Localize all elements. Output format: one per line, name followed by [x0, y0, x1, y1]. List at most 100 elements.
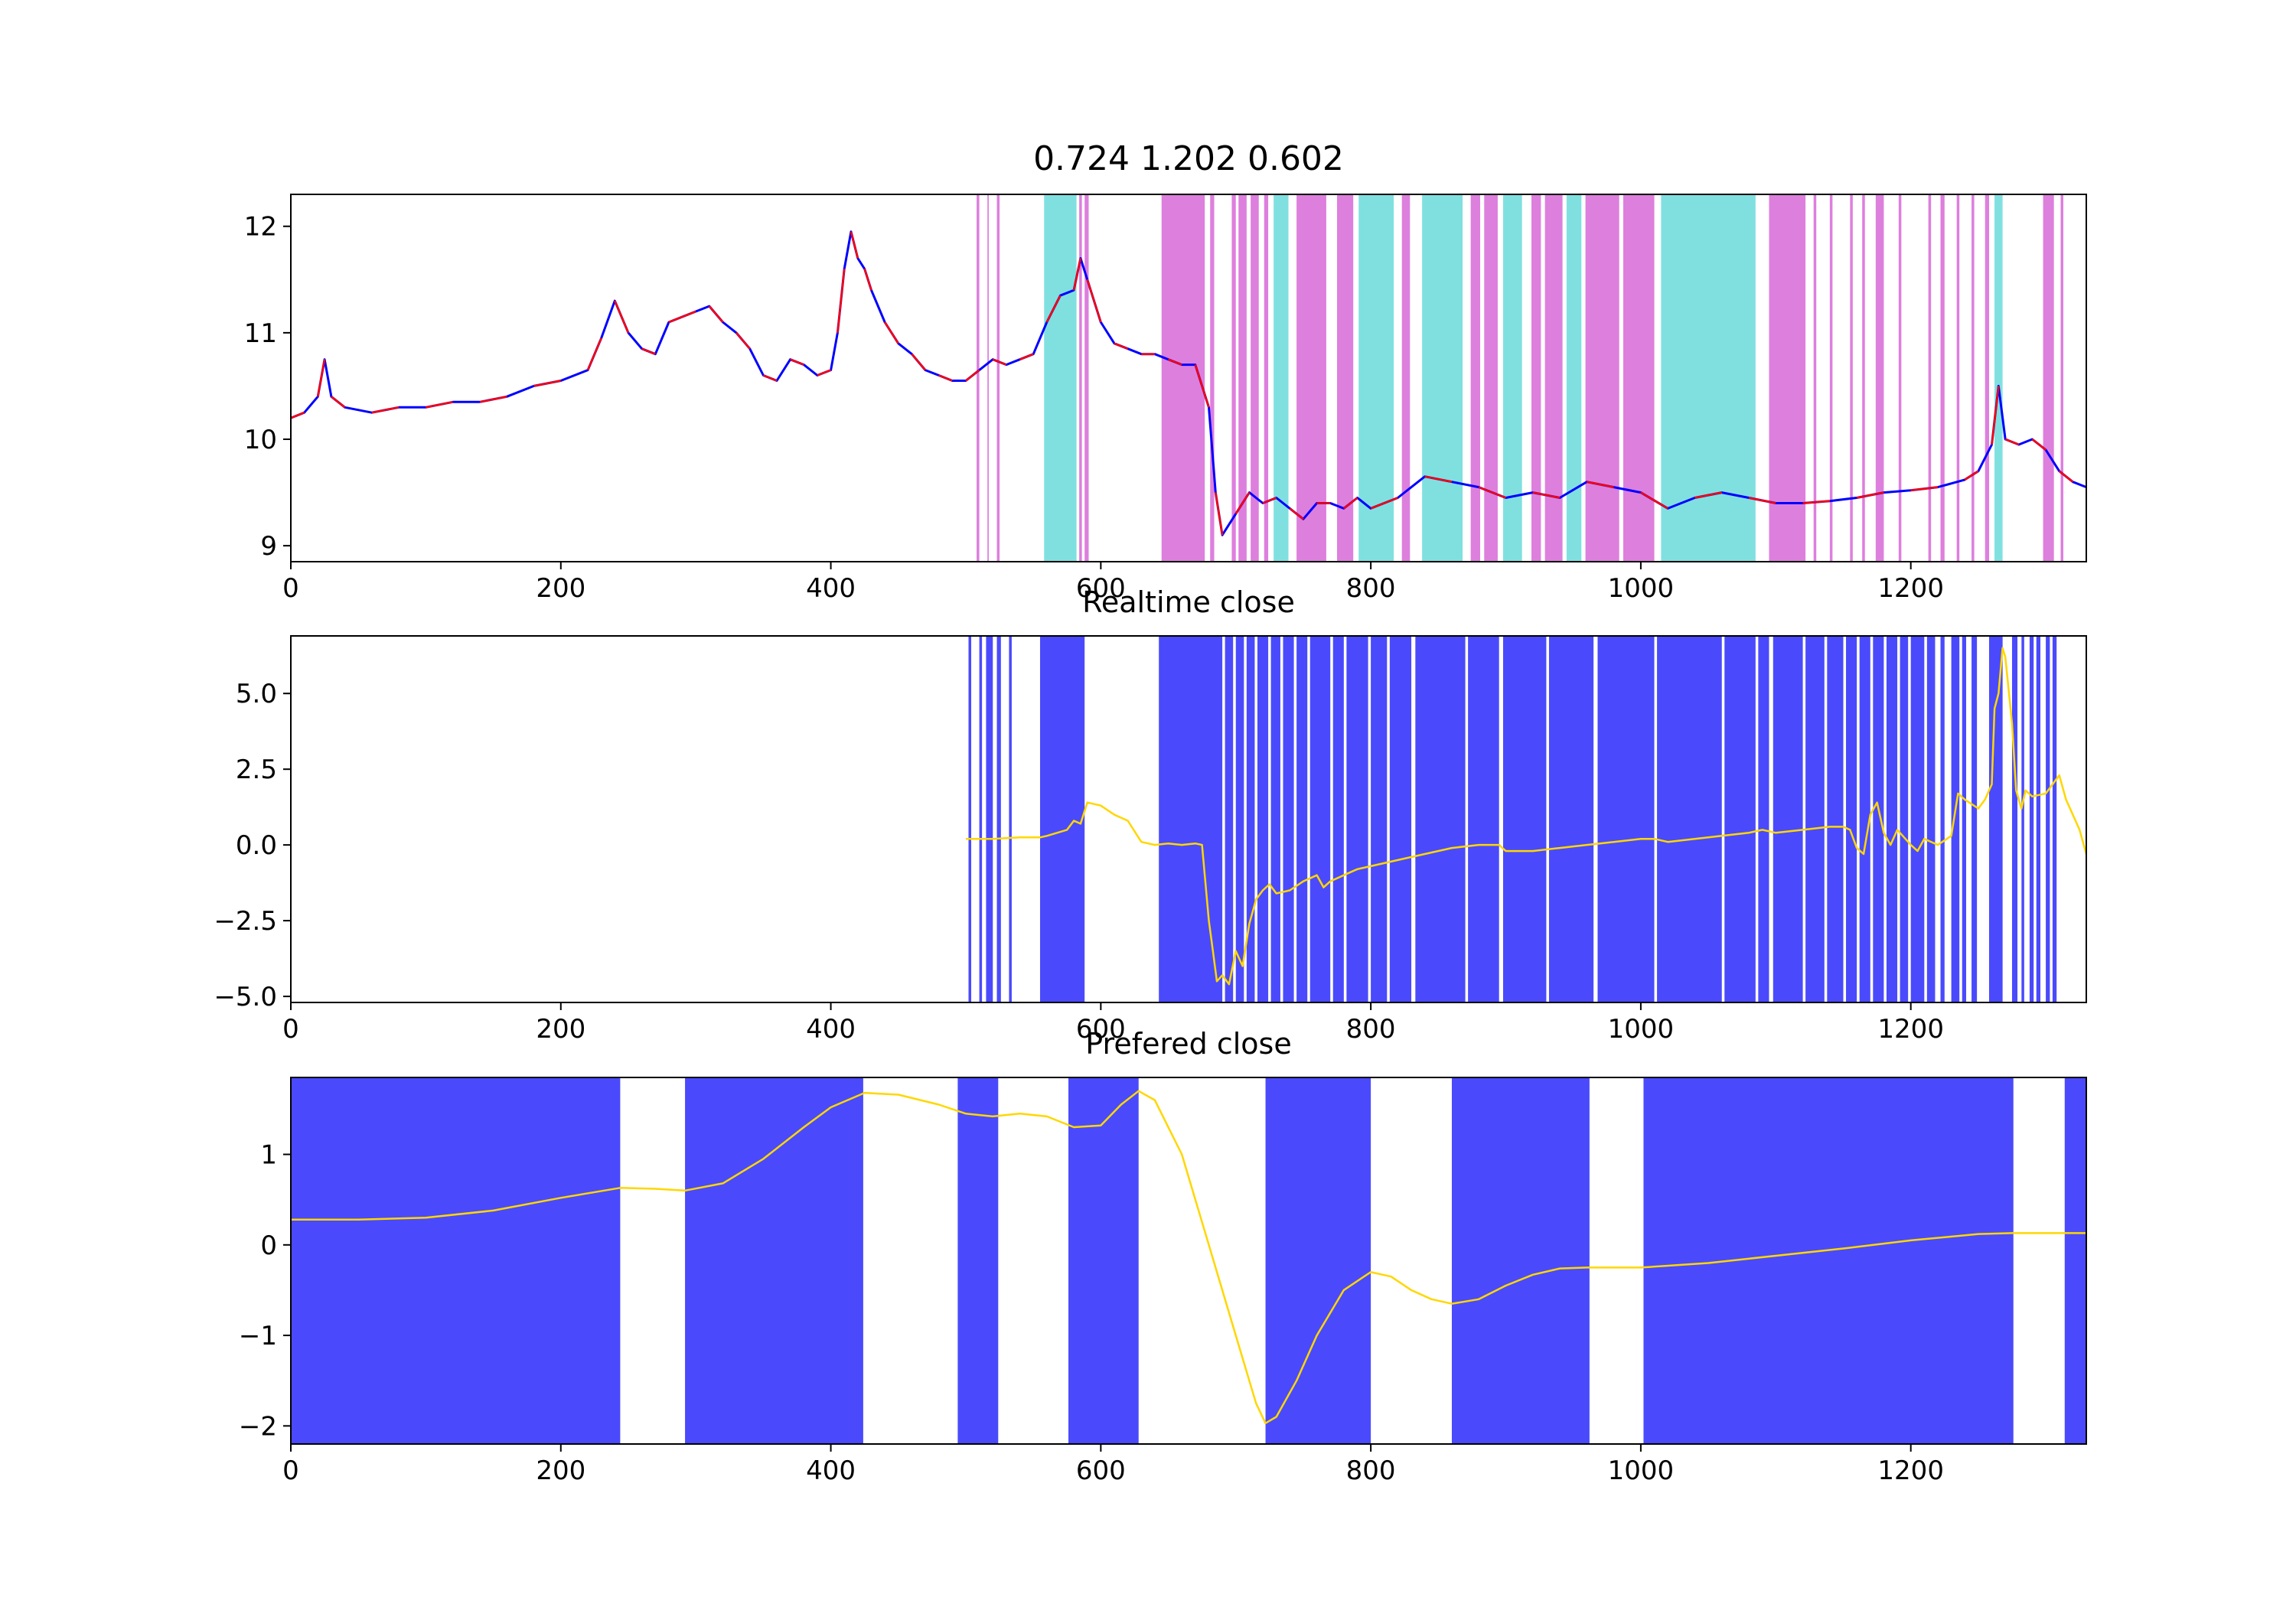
price-chart-series-segment: [863, 269, 872, 291]
price-chart-x-tick-label: 1000: [1608, 573, 1675, 604]
prefered-close-series: [291, 1090, 2086, 1425]
price-chart-series-segment: [371, 406, 400, 414]
prefered-close-series-line: [291, 1090, 2086, 1425]
price-chart-series-segment: [1532, 491, 1561, 499]
price-chart-band: [2060, 194, 2064, 562]
realtime-close-band: [1758, 636, 1769, 1002]
price-chart-y-tick-label: 12: [244, 212, 277, 243]
prefered-close-y-ticks: 1 0 −1 −2: [239, 1140, 291, 1442]
price-chart-band: [1296, 194, 1326, 562]
price-chart-y-tick-label: 9: [260, 531, 277, 562]
price-chart-series-segment: [2004, 438, 2020, 446]
realtime-close-band: [1657, 636, 1722, 1002]
price-chart-band: [1502, 194, 1522, 562]
price-chart-series-segment: [817, 369, 832, 376]
price-chart-band: [977, 194, 980, 562]
realtime-close-band: [1502, 636, 1547, 1002]
prefered-close-band: [1068, 1077, 1139, 1444]
price-chart-band: [1264, 194, 1269, 562]
prefered-close-chart: 0 200 400 600 800 1000 1200 1 0 −1 −2 Prefered cl…: [239, 1027, 2087, 1486]
realtime-close-band: [1246, 636, 1255, 1002]
price-chart-band: [2043, 194, 2054, 562]
realtime-close-x-tick-label: 600: [1076, 1014, 1126, 1045]
prefered-close-x-tick-label: 1200: [1877, 1455, 1944, 1486]
price-chart-x-tick-label: 800: [1346, 573, 1396, 604]
prefered-close-title: Prefered close: [1085, 1027, 1291, 1061]
price-chart-band: [987, 194, 989, 562]
price-chart-series-segment: [1991, 386, 2000, 445]
prefered-close-bands: [291, 1077, 2086, 1444]
realtime-close-band: [1270, 636, 1280, 1002]
price-chart-band: [1623, 194, 1655, 562]
realtime-close-band: [1926, 636, 1936, 1002]
price-chart-series-segment: [317, 359, 326, 397]
price-chart-series-segment: [2031, 438, 2047, 451]
price-chart-series-segment: [1289, 507, 1304, 520]
price-chart-band: [1084, 194, 1089, 562]
realtime-close-x-tick-label: 1200: [1877, 1014, 1944, 1045]
realtime-close-chart: 0 200 400 600 800 1000 1200 5.02.50.0−2.5−5.0 …: [214, 585, 2088, 1045]
price-chart-series-segment: [479, 396, 507, 403]
price-chart-band: [1422, 194, 1463, 562]
price-chart-series-segment: [1802, 500, 1830, 504]
realtime-close-x-tick-label: 1000: [1608, 1014, 1675, 1045]
price-chart-series-segment: [1045, 295, 1062, 323]
realtime-close-x-tick-label: 800: [1346, 1014, 1396, 1045]
price-chart-band: [1898, 194, 1902, 562]
prefered-close-band: [1643, 1077, 2014, 1444]
prefered-close-y-tick-label: −2: [239, 1411, 277, 1442]
realtime-close-y-tick-label: 5.0: [236, 679, 277, 709]
realtime-close-band: [1597, 636, 1655, 1002]
price-chart-series-segment: [1343, 497, 1358, 510]
realtime-close-band: [1773, 636, 1803, 1002]
price-chart-series-segment: [1694, 491, 1722, 499]
price-chart-band: [1875, 194, 1884, 562]
price-chart-x-tick-label: 600: [1076, 573, 1126, 604]
price-chart-band: [1079, 194, 1082, 562]
realtime-close-band: [1827, 636, 1844, 1002]
price-chart-band: [1661, 194, 1756, 562]
price-chart-series-segment: [1086, 279, 1102, 323]
price-chart-band: [1470, 194, 1481, 562]
price-chart-series-segment: [533, 380, 562, 387]
price-chart-series-segment: [1640, 491, 1668, 510]
realtime-close-band: [1548, 636, 1594, 1002]
realtime-close-title: Realtime close: [1082, 585, 1295, 619]
price-chart-title: 0.724 1.202 0.602: [1033, 139, 1344, 178]
realtime-close-x-ticks: 0 200 400 600 800 1000 1200: [282, 1002, 1944, 1045]
prefered-close-band: [957, 1077, 999, 1444]
price-chart-series: [290, 230, 2087, 536]
price-chart-x-tick-label: 0: [282, 573, 299, 604]
realtime-close-band: [996, 636, 1001, 1002]
realtime-close-band: [2011, 636, 2018, 1002]
price-chart-band: [1850, 194, 1853, 562]
price-chart-frame: [290, 194, 2087, 562]
price-chart-band: [1956, 194, 1960, 562]
realtime-close-band: [1235, 636, 1244, 1002]
realtime-close-band: [1724, 636, 1756, 1002]
realtime-close-band: [1940, 636, 1945, 1002]
price-chart-series-segment: [938, 374, 953, 382]
prefered-close-x-tick-label: 1000: [1608, 1455, 1675, 1486]
price-chart-series-segment: [1262, 497, 1277, 504]
price-chart-band: [1044, 194, 1077, 562]
price-chart-series-segment: [1587, 481, 1614, 488]
price-chart-series-line: [290, 230, 2087, 536]
price-chart-series-segment: [1234, 491, 1251, 515]
realtime-close-band: [1371, 636, 1388, 1002]
prefered-close-x-tick-label: 200: [536, 1455, 585, 1486]
prefered-close-band: [2064, 1077, 2086, 1444]
price-chart-series-segment: [290, 412, 305, 419]
price-chart-series-segment: [790, 358, 804, 366]
realtime-close-band: [1873, 636, 1884, 1002]
price-chart-band: [1251, 194, 1259, 562]
realtime-close-y-tick-label: 0.0: [236, 830, 277, 861]
price-chart-series-segment: [2058, 470, 2074, 483]
realtime-close-band: [1962, 636, 1967, 1002]
realtime-close-band: [1389, 636, 1412, 1002]
realtime-close-x-tick-label: 0: [282, 1014, 299, 1045]
price-chart-band: [1238, 194, 1247, 562]
price-chart-series-segment: [1748, 497, 1776, 504]
price-chart-band: [1210, 194, 1215, 562]
